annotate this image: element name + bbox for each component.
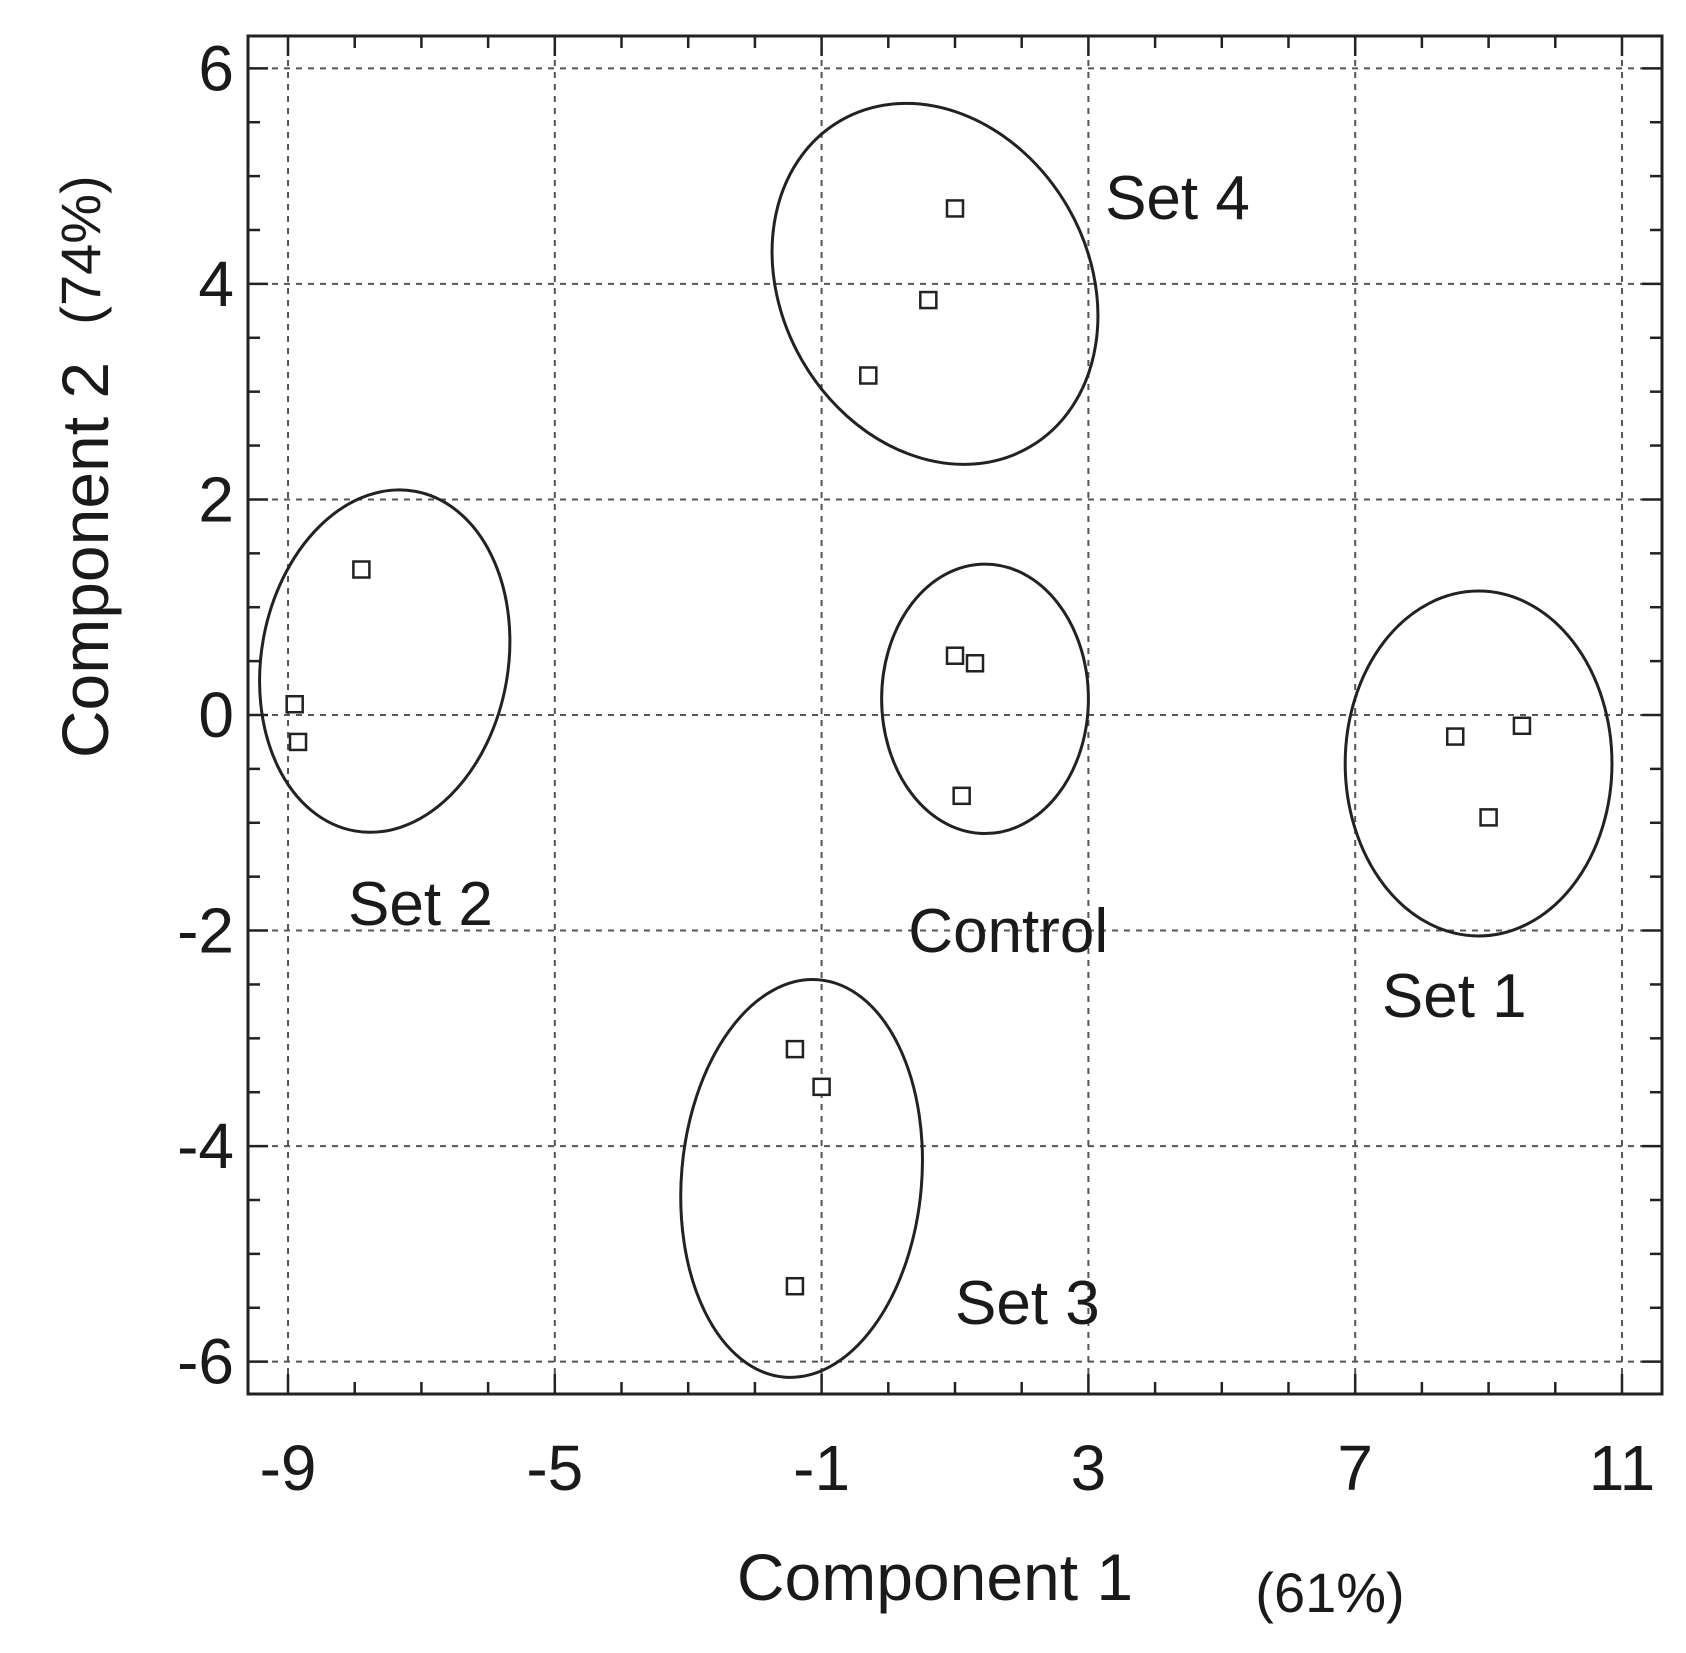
y-tick-label: 4: [198, 248, 234, 320]
group-labels: Set 4 Set 2 Control Set 1 Set 3: [348, 164, 1527, 1338]
y-tick-label: 0: [198, 679, 234, 751]
data-point-set2: [288, 732, 308, 752]
data-point-set2: [285, 694, 304, 714]
data-point-set4: [945, 199, 965, 218]
y-axis-title: Component 2: [48, 362, 122, 758]
data-points: [285, 199, 1532, 1296]
group-label-control: Control: [908, 897, 1108, 966]
x-tick-label: -9: [260, 1432, 317, 1504]
x-axis-percent: (61%): [1255, 1561, 1404, 1624]
group-label-set1: Set 1: [1382, 962, 1527, 1031]
data-point-control: [952, 786, 971, 806]
y-tick-label: -6: [177, 1326, 234, 1398]
x-tick-label: 11: [1589, 1432, 1655, 1504]
x-axis-title: Component 1: [737, 1540, 1133, 1614]
data-point-set1: [1445, 727, 1465, 746]
group-label-set3: Set 3: [955, 1269, 1100, 1338]
data-point-set1: [1479, 808, 1498, 827]
cluster-ellipse-set3: [679, 978, 924, 1379]
data-point-set3: [812, 1077, 831, 1097]
group-label-set4: Set 4: [1105, 164, 1250, 233]
x-tick-label: -1: [793, 1432, 850, 1504]
x-tick-label: -5: [526, 1432, 583, 1504]
axis-ticks: -9 -5 -1 3 7 11 6 4 2 0 -2 -4 -6: [177, 32, 1662, 1504]
y-tick-label: 2: [198, 463, 234, 535]
x-tick-label: 7: [1337, 1432, 1373, 1504]
y-tick-label: 6: [198, 32, 234, 104]
cluster-ellipse-set4: [770, 101, 1100, 466]
data-point-set2: [352, 560, 371, 579]
data-point-set4: [919, 290, 938, 310]
cluster-ellipse-set1: [1343, 589, 1614, 938]
grid-layer: [248, 36, 1662, 1394]
y-tick-label: -2: [177, 895, 234, 967]
data-point-set3: [785, 1276, 805, 1296]
data-point-set1: [1512, 716, 1532, 736]
data-point-set3: [785, 1039, 805, 1059]
data-point-control: [965, 654, 985, 673]
cluster-ellipse-set2: [258, 488, 512, 834]
x-tick-label: 3: [1071, 1432, 1107, 1504]
cluster-ellipses: [258, 101, 1614, 1379]
data-point-set4: [859, 366, 878, 385]
group-label-set2: Set 2: [348, 870, 493, 939]
cluster-ellipse-control: [880, 562, 1090, 836]
y-axis-percent: (74%): [49, 175, 112, 324]
data-point-control: [945, 646, 965, 665]
y-tick-label: -4: [177, 1110, 234, 1182]
